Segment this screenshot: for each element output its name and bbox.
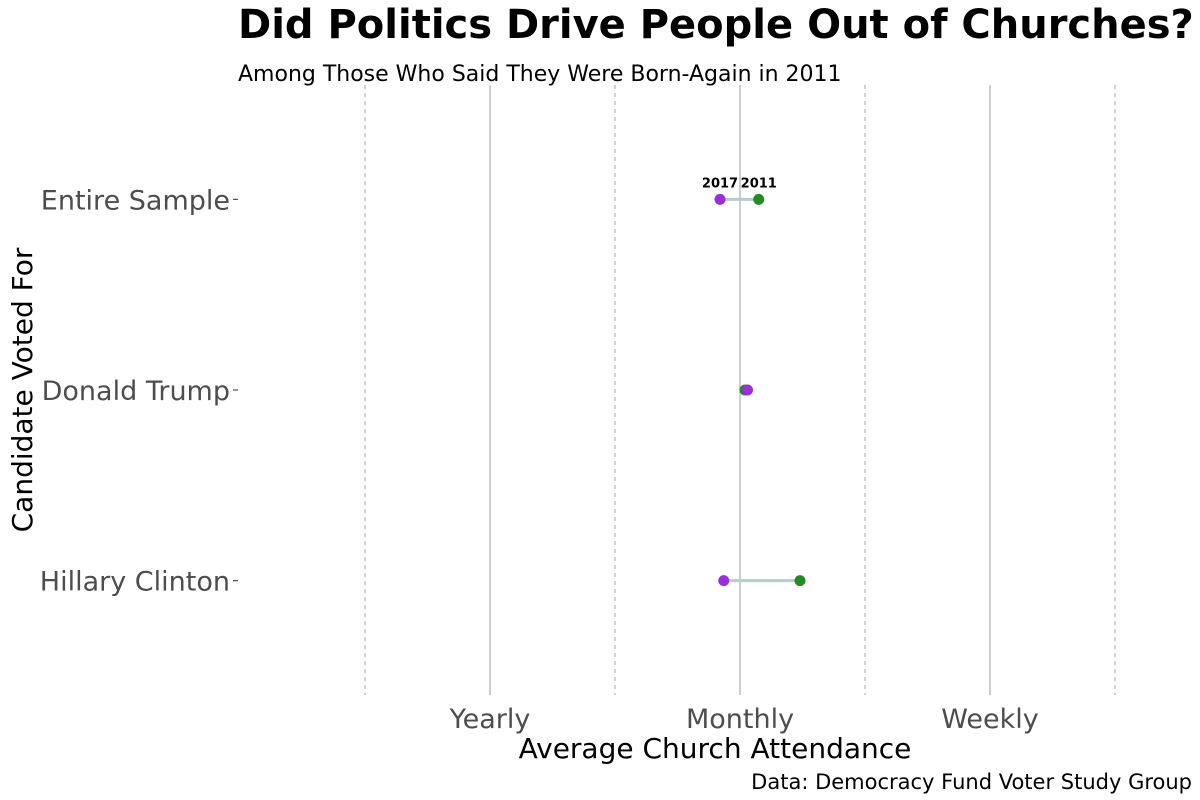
x-tick-label: Monthly [686, 704, 794, 735]
chart-subtitle: Among Those Who Said They Were Born-Agai… [238, 62, 842, 87]
chart-caption: Data: Democracy Fund Voter Study Group [751, 770, 1192, 794]
point-2011 [753, 193, 765, 205]
point-label-2017: 2017 [702, 176, 738, 191]
y-axis-title: Candidate Voted For [6, 247, 39, 532]
gridlines [364, 85, 1116, 695]
y-tick-label: Donald Trump [42, 376, 230, 407]
x-axis-title: Average Church Attendance [519, 732, 912, 765]
x-axis: Yearly Monthly Weekly [449, 704, 1039, 735]
y-axis: Entire Sample Donald Trump Hillary Clinton [40, 185, 238, 598]
point-2017 [718, 575, 730, 587]
point-2017 [742, 384, 753, 396]
x-tick-label: Yearly [449, 704, 531, 735]
y-tick-label: Entire Sample [41, 185, 230, 216]
point-2017 [714, 193, 726, 205]
point-label-2011: 2011 [741, 176, 777, 191]
plot-marks: 2017 2011 [702, 176, 806, 587]
point-2011 [794, 575, 806, 587]
x-tick-label: Weekly [941, 704, 1038, 735]
y-tick-label: Hillary Clinton [40, 567, 230, 598]
chart-title: Did Politics Drive People Out of Churche… [238, 2, 1194, 48]
